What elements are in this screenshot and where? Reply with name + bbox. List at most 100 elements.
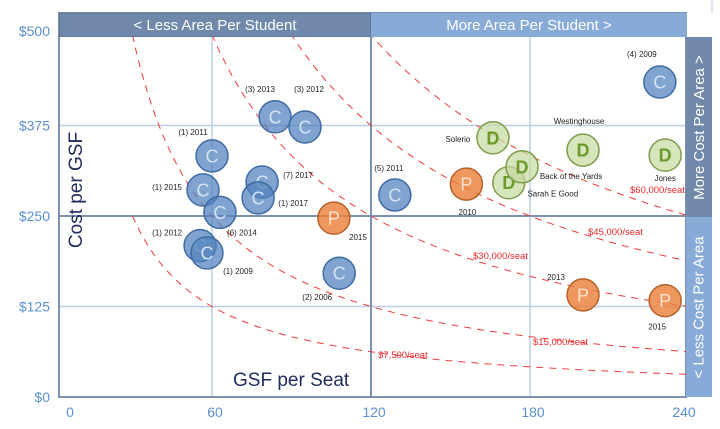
point-label: (6) 2014 (227, 228, 257, 237)
data-point-p: P (449, 167, 484, 201)
point-bubble (322, 256, 356, 290)
data-point-c: C (643, 65, 677, 99)
data-point-d: D (476, 121, 510, 155)
point-label: Back of the Yards (540, 172, 602, 181)
y-tick-label: $0 (34, 389, 50, 405)
data-point-c: C (378, 178, 412, 212)
point-bubble (643, 65, 677, 99)
point-label: (1) 2015 (152, 183, 182, 192)
point-bubble (449, 167, 484, 201)
x-tick-label: 180 (521, 404, 545, 420)
x-tick-label: 120 (362, 404, 386, 420)
x-tick-label: 240 (672, 404, 696, 420)
point-label: (3) 2012 (294, 85, 324, 94)
quadrant-label-less-cost: < Less Cost Per Area (686, 217, 712, 397)
point-type-letter: P (460, 175, 472, 195)
point-type-letter: C (206, 146, 219, 166)
cost-curve-label: $60,000/seat (630, 185, 685, 196)
cost-curve (132, 37, 686, 353)
point-bubble (566, 278, 600, 312)
point-type-letter: P (659, 291, 671, 311)
point-type-letter: D (516, 157, 529, 177)
data-point-p: P (566, 278, 600, 312)
point-label: Solerio (445, 135, 470, 144)
point-type-letter: D (659, 146, 672, 166)
data-point-d: D (505, 150, 539, 184)
cost-curve (212, 37, 686, 307)
cost-curve-label: $7,500/seat (378, 350, 428, 361)
x-axis-title: GSF per Seat (233, 370, 350, 391)
data-point-c: C (203, 195, 237, 230)
point-type-letter: C (299, 117, 312, 137)
quadrant-label-text: More Area Per Student > (446, 16, 612, 34)
point-label: Westinghouse (554, 117, 605, 126)
point-type-letter: D (577, 141, 590, 161)
point-labels: (1) 2011 (1) 2015 (6) 2014 (1) 2012 (1) 2009… (152, 50, 676, 332)
cost-curve-label: $45,000/seat (588, 227, 643, 238)
data-point-p: P (317, 201, 351, 235)
point-label: 2015 (648, 323, 666, 332)
y-tick-label: $375 (19, 118, 50, 134)
point-label: (1) 2012 (152, 229, 182, 238)
point-bubble (378, 178, 412, 212)
data-point-c: C (258, 100, 292, 134)
point-bubble (566, 133, 600, 167)
point-type-letter: C (213, 203, 226, 223)
point-bubble (203, 195, 237, 230)
point-bubble (186, 173, 220, 207)
point-bubble (505, 150, 539, 184)
x-tick-label: 60 (207, 404, 223, 420)
point-bubble (648, 138, 682, 172)
point-type-letter: C (269, 107, 282, 127)
quadrant-label-text: < Less Area Per Student (133, 16, 297, 34)
point-label: (1) 2017 (278, 199, 308, 208)
point-bubble (648, 283, 682, 318)
quadrant-label-less-area: < Less Area Per Student (59, 13, 371, 37)
point-label: (1) 2009 (223, 267, 253, 276)
data-point-d: D (566, 133, 600, 167)
point-bubble (195, 139, 229, 173)
y-axis-title: Cost per GSF (66, 131, 87, 249)
point-label: (2) 2006 (302, 293, 332, 302)
x-tick-label: 0 (66, 404, 74, 420)
point-label: Sarah E Good (527, 190, 578, 199)
quadrant-label-more-area: More Area Per Student > (371, 13, 687, 37)
point-type-letter: C (252, 188, 265, 208)
cost-curve-label: $30,000/seat (473, 251, 528, 262)
point-type-letter: C (388, 186, 401, 206)
data-point-d: D (648, 138, 682, 172)
data-point-c: C (186, 173, 220, 207)
point-type-letter: C (196, 180, 209, 200)
plot-border (58, 12, 687, 398)
data-point-c: C (195, 139, 229, 173)
point-label: (7) 2017 (283, 171, 313, 180)
point-bubble (288, 110, 322, 144)
data-point-c: C (241, 181, 275, 215)
point-bubble (317, 201, 351, 235)
cost-curve-label: $15,000/seat (533, 337, 588, 348)
point-label: (5) 2011 (374, 164, 404, 173)
data-point-p: P (648, 283, 682, 318)
y-tick-label: $125 (19, 299, 50, 315)
data-point-c: C (322, 256, 356, 290)
y-tick-label: $500 (19, 23, 50, 39)
y-tick-label: $250 (19, 208, 50, 224)
point-type-letter: D (486, 128, 499, 148)
quadrant-label-text: More Cost Per Area > (690, 54, 708, 200)
point-label: 2013 (547, 273, 565, 282)
cost-curve (292, 37, 686, 262)
point-bubble (476, 121, 510, 155)
point-type-letter: C (333, 264, 346, 284)
cost-curve (132, 215, 686, 375)
point-type-letter: C (200, 243, 213, 263)
quadrant-label-text: < Less Cost Per Area (690, 235, 708, 379)
data-point-c: C (288, 110, 322, 144)
point-bubble (241, 181, 275, 215)
point-bubble (258, 100, 292, 134)
point-type-letter: C (653, 73, 666, 93)
point-bubble (190, 236, 224, 270)
point-label: 2015 (349, 233, 367, 242)
point-label: Jones (654, 174, 675, 183)
point-label: (1) 2011 (178, 128, 208, 137)
